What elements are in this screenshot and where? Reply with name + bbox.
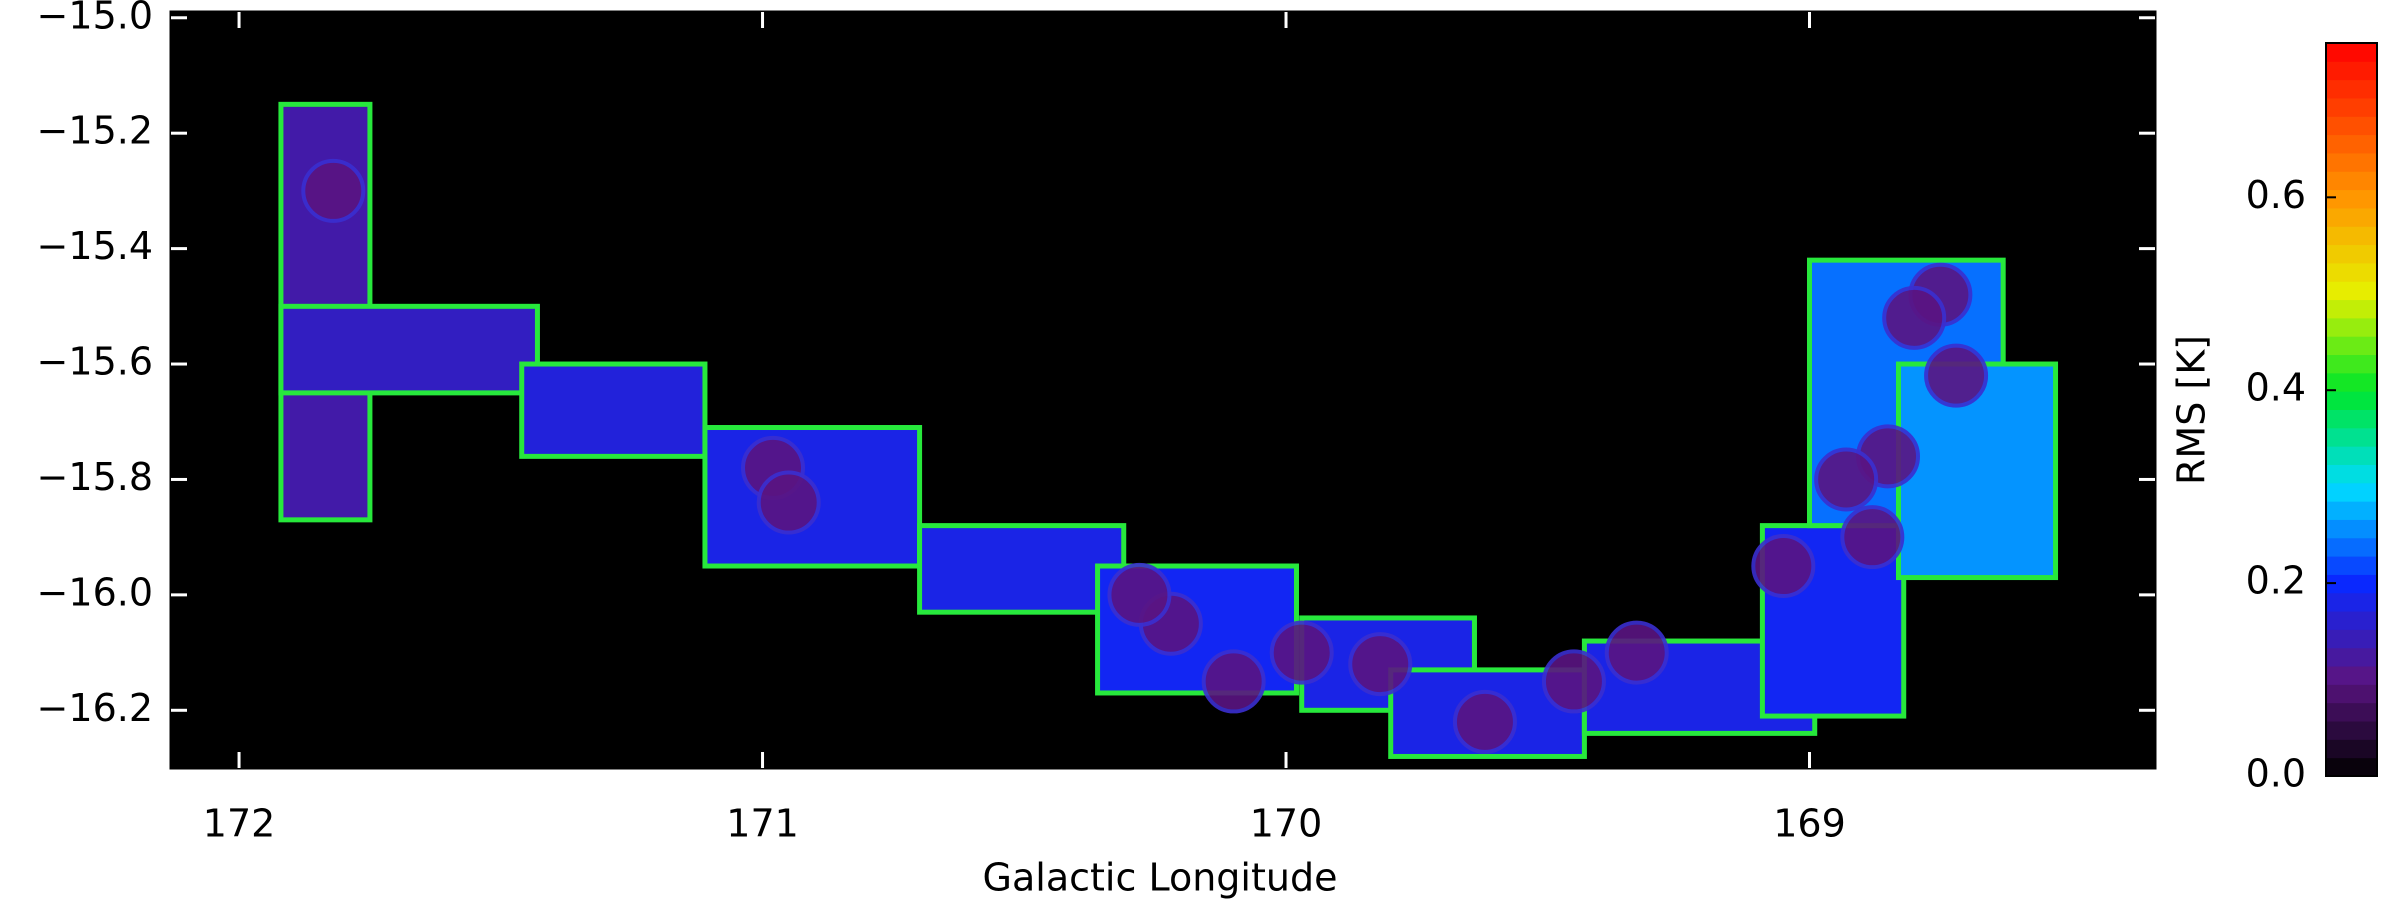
colorbar-swatch <box>2326 592 2377 612</box>
colorbar-swatch <box>2326 446 2377 465</box>
colorbar-swatch <box>2326 611 2377 630</box>
core <box>1814 447 1879 512</box>
colorbar-swatch <box>2326 501 2377 520</box>
core <box>1882 285 1947 350</box>
core <box>1924 343 1989 408</box>
colorbar-swatch <box>2326 372 2377 392</box>
colorbar-swatch <box>2326 427 2377 447</box>
colorbar-swatch <box>2326 556 2377 575</box>
colorbar-swatch <box>2326 244 2377 264</box>
colorbar-swatch <box>2326 574 2377 594</box>
core <box>756 470 821 535</box>
colorbar-label: RMS [K] <box>2170 335 2214 485</box>
y-tick-label: −15.6 <box>37 340 153 384</box>
colorbar-swatch <box>2326 482 2377 502</box>
core <box>1348 632 1413 697</box>
tile <box>278 303 540 396</box>
core <box>1541 649 1606 714</box>
colorbar-swatch <box>2326 262 2377 282</box>
y-tick-label: −15.8 <box>37 455 153 499</box>
colorbar-tick-label: 0.2 <box>2246 559 2306 603</box>
colorbar-swatch <box>2326 43 2377 62</box>
colorbar-swatch <box>2326 207 2377 227</box>
y-tick-label: −16.0 <box>37 570 153 614</box>
colorbar-tick-label: 0.4 <box>2246 366 2306 410</box>
colorbar-swatch <box>2326 336 2377 356</box>
core <box>1201 649 1266 714</box>
x-tick-label: 172 <box>203 802 276 846</box>
colorbar-swatch <box>2326 226 2377 246</box>
colorbar-swatch <box>2326 134 2377 154</box>
colorbar-swatch <box>2326 757 2377 777</box>
colorbar-swatch <box>2326 409 2377 429</box>
colorbar-swatch <box>2326 171 2377 191</box>
core <box>1604 620 1669 685</box>
colorbar-swatch <box>2326 666 2377 685</box>
colorbar-frame <box>2325 42 2378 777</box>
y-tick-label: −15.0 <box>37 0 153 37</box>
plot-frame <box>169 10 2157 770</box>
colorbar-swatch <box>2326 391 2377 410</box>
x-tick-label: 169 <box>1773 802 1846 846</box>
x-tick-label: 171 <box>726 802 799 846</box>
core <box>1452 689 1517 754</box>
colorbar-swatch <box>2326 281 2377 301</box>
colorbar-swatch <box>2326 299 2377 319</box>
colorbar-swatch <box>2326 519 2377 539</box>
core <box>1751 534 1816 599</box>
y-tick-label: −15.2 <box>37 109 153 153</box>
core <box>301 158 366 223</box>
core <box>1840 505 1905 570</box>
colorbar-tick-label: 0.6 <box>2246 173 2306 217</box>
colorbar-swatch <box>2326 739 2377 759</box>
colorbar-swatch <box>2326 537 2377 557</box>
colorbar-swatch <box>2326 79 2377 99</box>
core <box>1107 562 1172 627</box>
core <box>1269 620 1334 685</box>
colorbar-swatch <box>2326 152 2377 172</box>
colorbar-swatch <box>2326 464 2377 484</box>
colorbar-swatch <box>2326 721 2377 740</box>
colorbar-swatch <box>2326 189 2377 209</box>
colorbar-swatch <box>2326 61 2377 81</box>
colorbar-swatch <box>2326 629 2377 649</box>
colorbar-swatch <box>2326 647 2377 667</box>
colorbar-swatch <box>2326 684 2377 704</box>
tile <box>917 523 1127 615</box>
colorbar-swatch <box>2326 97 2377 117</box>
colorbar-swatch <box>2326 702 2377 722</box>
colorbar-tick-label: 0.0 <box>2246 752 2306 796</box>
colorbar-swatch <box>2326 116 2377 136</box>
colorbar-swatch <box>2326 354 2377 374</box>
y-tick-label: −15.4 <box>37 224 153 268</box>
y-tick-label: −16.2 <box>37 686 153 730</box>
x-tick-label: 170 <box>1250 802 1323 846</box>
x-axis-label: Galactic Longitude <box>983 856 1338 900</box>
colorbar-swatch <box>2326 317 2377 337</box>
tile <box>519 361 708 459</box>
